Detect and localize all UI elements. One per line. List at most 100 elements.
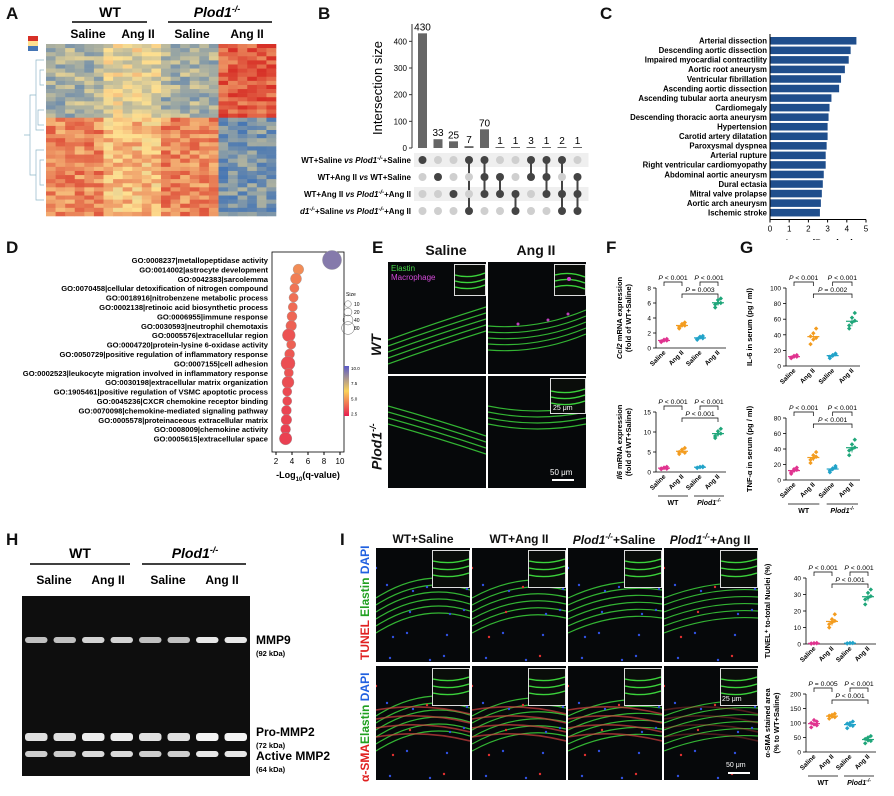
heatmap-cell xyxy=(55,125,66,131)
heatmap-cell xyxy=(46,89,56,94)
heatmap-cell xyxy=(151,117,162,123)
heatmap-cell xyxy=(161,121,171,127)
gel-band-name: Active MMP2 xyxy=(256,749,330,763)
upset-bar xyxy=(511,147,520,148)
chart-f-top: 0 2 4 6 8 Ccl2 mRNA expression (fold of WT+Sal… xyxy=(615,275,726,368)
heatmap-cell xyxy=(170,158,181,164)
heatmap-cell xyxy=(208,142,219,147)
e-image-wt-saline: Elastin Macrophage xyxy=(388,262,486,374)
disease-bar xyxy=(770,37,857,45)
heatmap-cell xyxy=(208,175,219,180)
chart-group-wt: WT xyxy=(798,508,810,515)
heatmap-cell xyxy=(151,89,162,94)
chart-point xyxy=(715,297,721,303)
heatmap-cell xyxy=(161,44,171,49)
upset-y-tick-label: 0 xyxy=(403,144,408,153)
chart-point xyxy=(845,721,850,726)
heatmap-cell xyxy=(247,138,258,143)
heatmap-cell xyxy=(151,183,162,188)
heatmap-cell xyxy=(93,142,104,147)
heatmap-cell xyxy=(237,68,248,73)
upset-set-label: WT+Ang II vs WT+Saline xyxy=(318,173,412,182)
go-x-tick-label: 8 xyxy=(322,457,327,466)
heatmap-cell xyxy=(266,93,277,98)
gel-background xyxy=(22,596,250,776)
heatmap-cell xyxy=(74,162,85,168)
heatmap-cell xyxy=(122,125,133,131)
chart-bracket-label: P < 0.001 xyxy=(658,275,688,282)
heatmap-cell xyxy=(132,195,143,200)
heatmap-cell xyxy=(93,64,104,69)
go-bubble xyxy=(279,432,293,446)
heatmap-cell xyxy=(151,109,162,114)
heatmap-cell xyxy=(55,130,66,135)
chart-point xyxy=(695,465,700,470)
upset-dot xyxy=(434,190,442,198)
heatmap-cell xyxy=(208,125,219,131)
heatmap-cell xyxy=(113,162,123,168)
heatmap-cell xyxy=(180,142,191,147)
heatmap-cell xyxy=(151,68,162,73)
chart-group-ko: Plod1-/- xyxy=(847,778,871,787)
chart-point xyxy=(682,320,687,325)
heatmap-cell xyxy=(132,175,143,180)
chart-ylabel-2: (% to WT+Saline) xyxy=(772,692,781,754)
heatmap-cell xyxy=(161,93,171,98)
heatmap-cell xyxy=(103,84,114,90)
chart-point xyxy=(845,726,850,731)
e-scale-inset: 25 μm xyxy=(553,405,573,412)
heatmap-col-ang-wt: Ang II xyxy=(121,27,154,41)
i-image-art xyxy=(664,566,758,662)
heatmap-cell xyxy=(93,166,104,172)
heatmap-cell xyxy=(151,146,162,151)
heatmap-cell xyxy=(74,187,85,192)
chart-point xyxy=(718,426,723,431)
heatmap-cell xyxy=(161,175,171,180)
heatmap-cell xyxy=(113,125,123,131)
heatmap-cell xyxy=(189,142,200,147)
heatmap-cell xyxy=(93,89,104,94)
heatmap-cell xyxy=(65,84,76,90)
heatmap-cell xyxy=(93,48,104,53)
heatmap-cell xyxy=(113,48,123,53)
heatmap-cell xyxy=(266,80,277,86)
heatmap-cell xyxy=(180,125,191,131)
heatmap-cell xyxy=(93,60,104,65)
heatmap-cell xyxy=(65,175,76,180)
heatmap-cell xyxy=(84,211,95,217)
heatmap-cell xyxy=(161,154,171,159)
disease-bar xyxy=(770,132,828,141)
heatmap-cell xyxy=(122,80,133,86)
heatmap-cell xyxy=(256,207,267,213)
chart-point xyxy=(789,355,794,360)
heatmap-cell xyxy=(237,187,248,192)
heatmap-cell xyxy=(113,113,123,119)
heatmap-cell xyxy=(161,207,171,213)
chart-point xyxy=(849,442,855,447)
gel-group-wt: WT xyxy=(69,545,91,561)
heatmap-cell xyxy=(46,109,56,114)
heatmap-cell xyxy=(161,166,171,172)
chart-point xyxy=(677,324,682,330)
heatmap-cell xyxy=(141,113,152,119)
heatmap-cell xyxy=(199,121,210,127)
chart-bracket xyxy=(663,281,683,286)
heatmap-cell xyxy=(189,187,200,192)
heatmap-cell xyxy=(55,183,66,188)
heatmap-cell xyxy=(180,113,191,119)
heatmap-cell xyxy=(208,170,219,176)
heatmap-cell xyxy=(218,187,229,192)
heatmap-cell xyxy=(237,121,248,127)
chart-point xyxy=(713,433,718,439)
go-term-label: GO:0005615|extracellular space xyxy=(154,435,268,444)
heatmap-cell xyxy=(247,117,258,123)
heatmap-cell xyxy=(228,89,238,94)
gel-band xyxy=(139,733,162,741)
heatmap-cell xyxy=(208,72,219,78)
heatmap-cell xyxy=(84,191,95,196)
heatmap-cell xyxy=(122,138,133,143)
chart-point xyxy=(794,354,799,359)
heatmap-cell xyxy=(199,64,210,69)
chart-y-tick-label: 80 xyxy=(774,416,782,423)
